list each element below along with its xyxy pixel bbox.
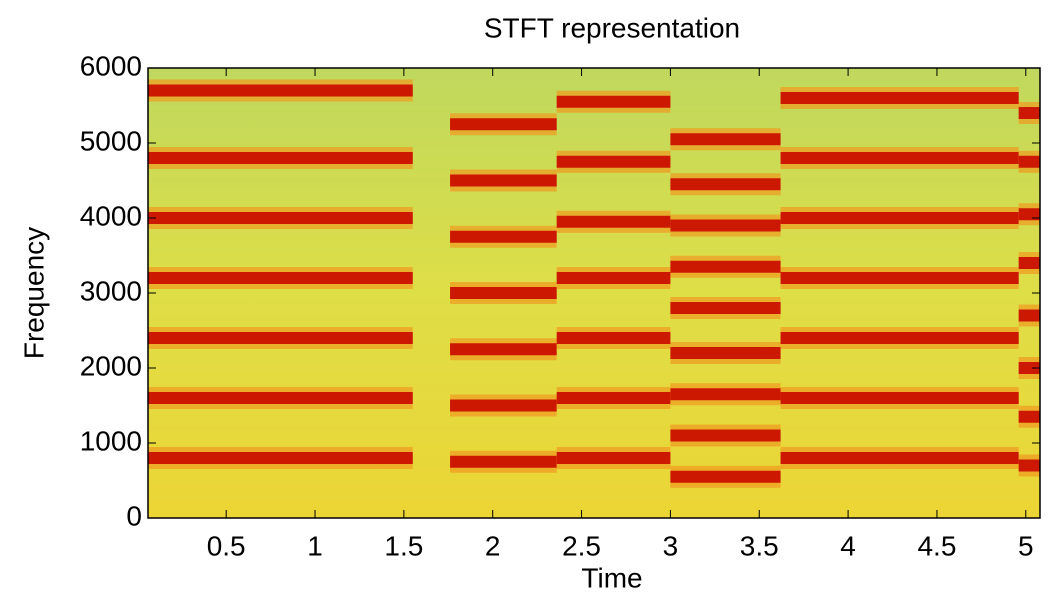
harmonic-band — [780, 332, 1019, 344]
x-tick-label: 3.5 — [740, 530, 779, 561]
x-tick-label: 0.5 — [207, 530, 246, 561]
harmonic-band — [1018, 257, 1040, 269]
harmonic-band — [670, 470, 781, 483]
x-tick-label: 2 — [485, 530, 501, 561]
harmonic-band — [450, 287, 557, 299]
x-tick-label: 5 — [1018, 530, 1034, 561]
harmonic-band — [450, 174, 557, 187]
x-tick-label: 1.5 — [384, 530, 423, 561]
harmonic-band — [148, 272, 413, 284]
harmonic-band — [148, 84, 413, 97]
harmonic-band — [450, 399, 557, 412]
x-tick-label: 1 — [307, 530, 323, 561]
x-axis-label: Time — [581, 562, 642, 593]
harmonic-band — [556, 452, 671, 464]
harmonic-band — [670, 347, 781, 359]
harmonic-band — [1018, 107, 1040, 119]
harmonic-band — [556, 215, 671, 228]
harmonic-band — [780, 392, 1019, 404]
harmonic-band — [1018, 309, 1040, 322]
y-tick-label: 3000 — [80, 275, 142, 306]
chart-title: STFT representation — [484, 12, 740, 43]
harmonic-band — [148, 152, 413, 164]
harmonic-band — [1018, 208, 1040, 221]
x-tick-label: 3 — [663, 530, 679, 561]
harmonic-band — [450, 343, 557, 356]
harmonic-band — [670, 302, 781, 314]
y-tick-label: 1000 — [80, 425, 142, 456]
harmonic-band — [1018, 155, 1040, 168]
harmonic-band — [670, 133, 781, 146]
y-tick-label: 2000 — [80, 350, 142, 381]
harmonic-band — [450, 455, 557, 468]
harmonic-band — [780, 212, 1019, 224]
y-tick-label: 5000 — [80, 125, 142, 156]
harmonic-band — [780, 272, 1019, 284]
harmonic-band — [670, 219, 781, 232]
harmonic-band — [670, 260, 781, 273]
harmonic-band — [780, 92, 1019, 104]
harmonic-band — [780, 452, 1019, 464]
y-tick-label: 0 — [126, 500, 142, 531]
x-tick-label: 4.5 — [917, 530, 956, 561]
harmonic-band — [556, 155, 671, 168]
harmonic-band — [1018, 459, 1040, 472]
harmonic-band — [1018, 362, 1040, 374]
harmonic-band — [556, 392, 671, 404]
x-tick-label: 2.5 — [562, 530, 601, 561]
harmonic-band — [670, 388, 781, 401]
harmonic-band — [1018, 410, 1040, 423]
harmonic-band — [780, 152, 1019, 164]
harmonic-band — [556, 272, 671, 284]
harmonic-band — [670, 178, 781, 191]
harmonic-band — [148, 392, 413, 404]
harmonic-band — [670, 429, 781, 442]
background-tint — [148, 68, 1040, 518]
harmonic-band — [148, 212, 413, 224]
y-tick-label: 4000 — [80, 200, 142, 231]
harmonic-band — [148, 332, 413, 344]
plot-background — [148, 68, 1040, 518]
harmonic-band — [148, 452, 413, 464]
x-tick-label: 4 — [840, 530, 856, 561]
y-axis-label: Frequency — [18, 227, 49, 359]
harmonic-band — [556, 95, 671, 108]
harmonic-band — [556, 332, 671, 344]
harmonic-band — [450, 118, 557, 131]
y-tick-label: 6000 — [80, 50, 142, 81]
harmonic-band — [450, 230, 557, 243]
